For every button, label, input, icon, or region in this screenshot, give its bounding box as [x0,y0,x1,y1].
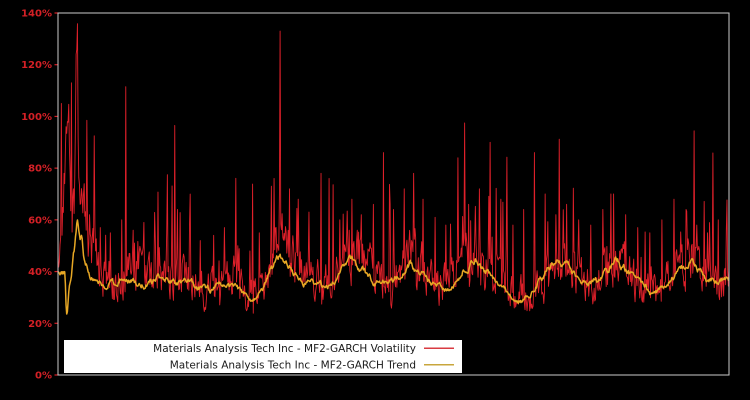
chart-legend[interactable]: Materials Analysis Tech Inc - MF2-GARCH … [64,340,462,373]
y-axis-tick-label: 60% [28,215,52,226]
y-axis-tick-label: 0% [35,371,52,382]
y-axis-tick-label: 100% [21,112,52,123]
legend-box [64,340,462,373]
legend-label-trend: Materials Analysis Tech Inc - MF2-GARCH … [170,359,416,371]
series-line-volatility [58,23,729,314]
y-axis-tick-label: 20% [28,319,52,330]
y-axis-tick-label: 140% [21,9,52,20]
plot-border [57,12,730,376]
plot-background [58,13,729,375]
legend-label-volatility: Materials Analysis Tech Inc - MF2-GARCH … [153,343,416,355]
y-axis-tick-label: 80% [28,164,52,175]
y-axis-ticks: 0% 20% 40% 60% 80% 100% 120% 140% [21,9,58,382]
y-axis-tick-label: 120% [21,60,52,71]
y-axis-tick-label: 40% [28,267,52,278]
series-line-trend [58,219,729,315]
chart-series-layer [58,23,729,315]
